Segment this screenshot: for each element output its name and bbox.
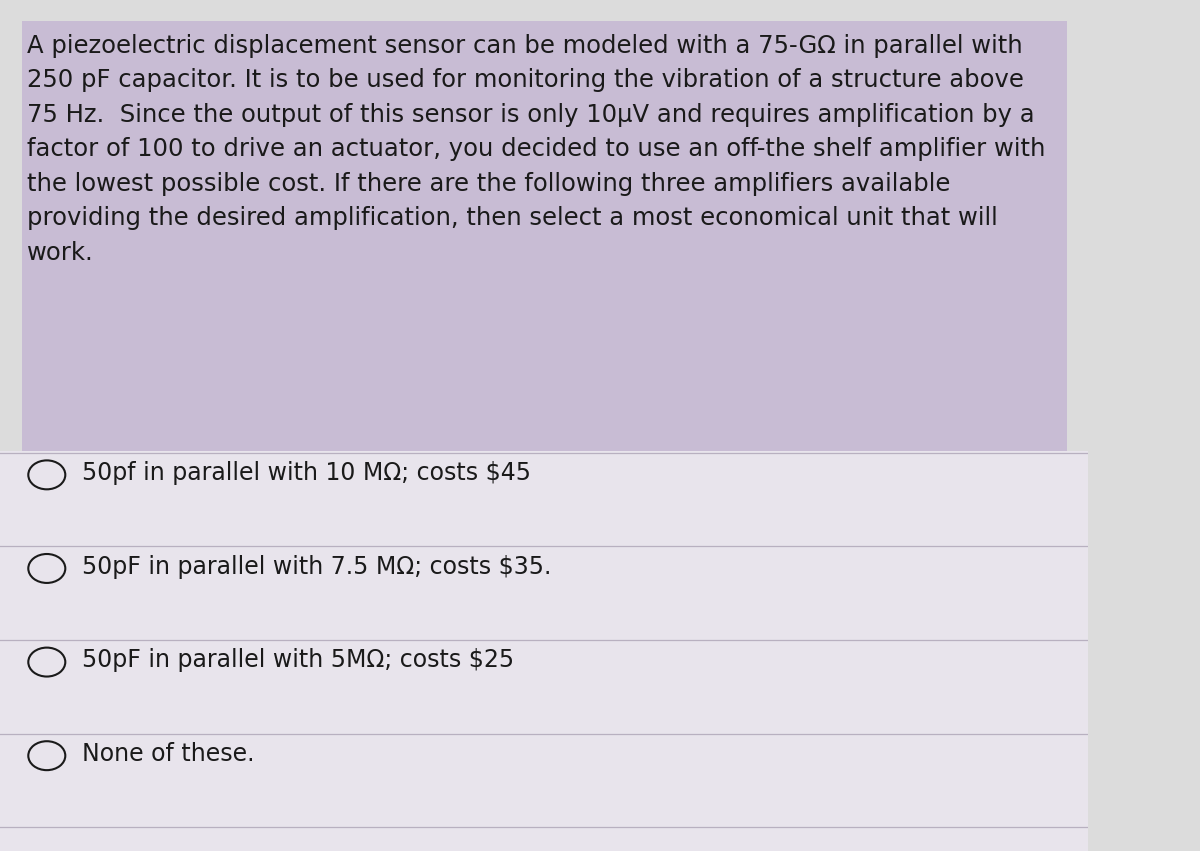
Text: 50pf in parallel with 10 MΩ; costs $45: 50pf in parallel with 10 MΩ; costs $45: [82, 461, 530, 485]
FancyBboxPatch shape: [0, 451, 1088, 851]
Text: 50pF in parallel with 5MΩ; costs $25: 50pF in parallel with 5MΩ; costs $25: [82, 648, 514, 672]
Text: None of these.: None of these.: [82, 742, 254, 766]
Text: A piezoelectric displacement sensor can be modeled with a 75-GΩ in parallel with: A piezoelectric displacement sensor can …: [28, 34, 1045, 265]
FancyBboxPatch shape: [22, 21, 1067, 451]
Text: 50pF in parallel with 7.5 MΩ; costs $35.: 50pF in parallel with 7.5 MΩ; costs $35.: [82, 555, 551, 579]
